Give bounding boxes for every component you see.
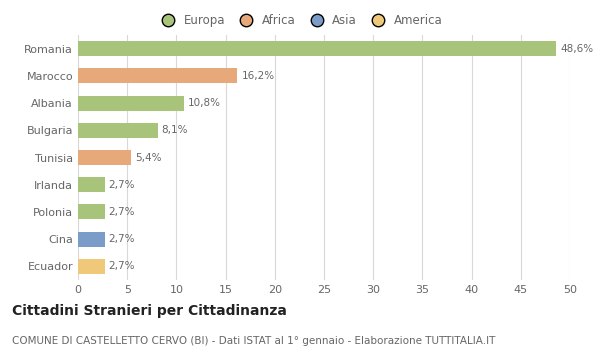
- Text: COMUNE DI CASTELLETTO CERVO (BI) - Dati ISTAT al 1° gennaio - Elaborazione TUTTI: COMUNE DI CASTELLETTO CERVO (BI) - Dati …: [12, 336, 496, 346]
- Bar: [78, 259, 104, 274]
- Text: 8,1%: 8,1%: [161, 125, 188, 135]
- Text: 2,7%: 2,7%: [109, 207, 135, 217]
- Text: 2,7%: 2,7%: [109, 180, 135, 190]
- Text: 2,7%: 2,7%: [109, 234, 135, 244]
- Bar: [78, 96, 184, 111]
- Text: 10,8%: 10,8%: [188, 98, 221, 108]
- Bar: [78, 123, 158, 138]
- Text: 5,4%: 5,4%: [135, 153, 161, 162]
- Bar: [78, 204, 104, 219]
- Bar: [78, 232, 104, 247]
- Text: 2,7%: 2,7%: [109, 261, 135, 271]
- Bar: [78, 41, 556, 56]
- Bar: [78, 68, 238, 83]
- Text: Cittadini Stranieri per Cittadinanza: Cittadini Stranieri per Cittadinanza: [12, 304, 287, 318]
- Text: 16,2%: 16,2%: [241, 71, 274, 81]
- Bar: [78, 177, 104, 192]
- Text: 48,6%: 48,6%: [560, 44, 593, 54]
- Bar: [78, 150, 131, 165]
- Legend: Europa, Africa, Asia, America: Europa, Africa, Asia, America: [152, 9, 447, 32]
